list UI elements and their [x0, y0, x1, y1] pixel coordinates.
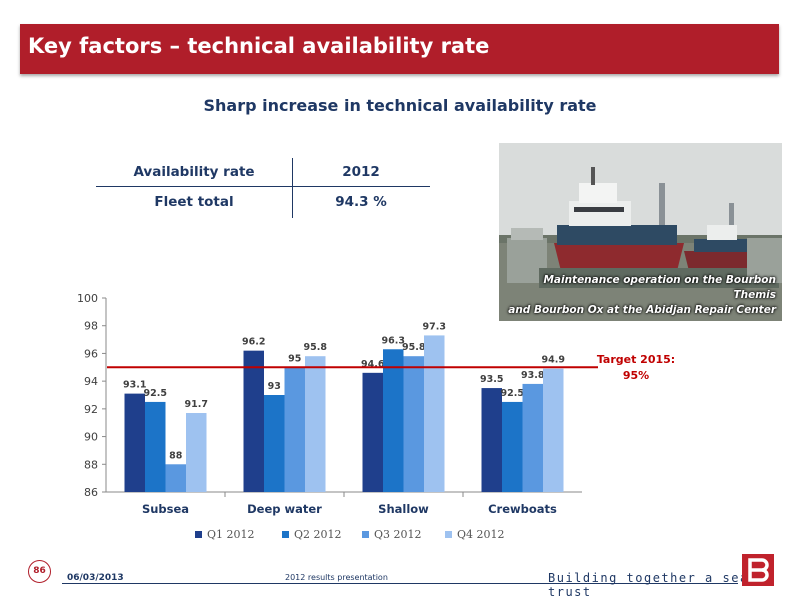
table-column-divider — [292, 158, 293, 218]
x-category-label: Subsea — [142, 502, 189, 516]
bar — [145, 401, 166, 492]
bar — [124, 393, 145, 492]
bar — [305, 356, 326, 492]
bar-data-label: 96.3 — [382, 335, 405, 346]
bar — [165, 464, 186, 492]
footer-tagline: Building together a sea of trust — [548, 571, 775, 599]
title-bar: Key factors – technical availability rat… — [20, 24, 779, 74]
bar-data-label: 92.5 — [144, 388, 167, 399]
y-tick-label: 98 — [84, 320, 98, 333]
bar-data-label: 93.1 — [123, 380, 146, 391]
bar-data-label: 94.6 — [361, 359, 385, 370]
table-row-label: Fleet total — [154, 194, 234, 210]
bar — [522, 383, 543, 492]
bar-data-label: 93 — [268, 381, 281, 392]
target-label-line-2: 95% — [622, 369, 650, 382]
photo-caption-line-2: and Bourbon Ox at the Abidjan Repair Cen… — [508, 304, 776, 316]
bar-data-label: 95 — [288, 353, 301, 364]
target-label-line-1: Target 2015: — [596, 353, 676, 366]
page-title: Key factors – technical availability rat… — [28, 34, 490, 58]
x-category-label: Deep water — [247, 502, 322, 516]
table-row-value: 94.3 % — [335, 194, 387, 210]
bar — [424, 335, 445, 492]
bar — [243, 350, 264, 492]
bar-data-label: 96.2 — [242, 337, 265, 348]
y-tick-label: 96 — [84, 347, 98, 360]
legend-label: Q2 2012 — [294, 528, 342, 541]
ship-photo: Maintenance operation on the Bourbon The… — [499, 143, 782, 321]
bar-data-label: 95.8 — [402, 342, 426, 353]
y-tick-label: 100 — [77, 292, 98, 305]
bar-data-label: 88 — [169, 450, 183, 461]
bar-data-label: 91.7 — [185, 399, 208, 410]
table-header-year: 2012 — [342, 164, 380, 180]
bar-data-label: 94.9 — [542, 355, 565, 366]
photo-caption: Maintenance operation on the Bourbon The… — [499, 273, 776, 318]
legend-label: Q1 2012 — [207, 528, 255, 541]
legend-label: Q4 2012 — [457, 528, 505, 541]
bar — [284, 367, 305, 492]
bar — [502, 401, 523, 492]
ship-illustration — [499, 143, 782, 321]
bar — [403, 356, 424, 492]
page-number-badge: 86 — [28, 560, 51, 583]
availability-table: Availability rate 2012 Fleet total 94.3 … — [96, 158, 430, 218]
bar-data-label: 95.8 — [304, 342, 328, 353]
footer-presentation-title: 2012 results presentation — [285, 573, 388, 582]
photo-caption-line-1: Maintenance operation on the Bourbon The… — [543, 274, 776, 301]
legend-swatch — [195, 531, 202, 538]
logo-b-icon — [748, 558, 769, 582]
y-tick-label: 94 — [84, 375, 98, 388]
legend-swatch — [282, 531, 289, 538]
footer-date: 06/03/2013 — [67, 573, 124, 583]
bar-data-label: 93.8 — [521, 370, 545, 381]
y-tick-label: 88 — [84, 458, 98, 471]
table-header-label: Availability rate — [133, 164, 255, 180]
bar-data-label: 93.5 — [480, 374, 503, 385]
target-label: Target 2015: 95% — [596, 352, 676, 384]
chart-subtitle: Sharp increase in technical availability… — [203, 96, 597, 115]
table-divider — [96, 186, 430, 187]
x-category-label: Shallow — [378, 502, 429, 516]
x-category-label: Crewboats — [488, 502, 557, 516]
legend-swatch — [362, 531, 369, 538]
legend-swatch — [445, 531, 452, 538]
bar — [186, 413, 207, 492]
y-tick-label: 92 — [84, 403, 98, 416]
bar — [362, 372, 383, 492]
bourbon-logo — [742, 554, 774, 586]
bar — [543, 368, 564, 492]
bar — [481, 388, 502, 492]
bar — [383, 349, 404, 492]
bar — [264, 395, 285, 492]
legend-label: Q3 2012 — [374, 528, 422, 541]
bar-data-label: 97.3 — [423, 321, 446, 332]
y-tick-label: 90 — [84, 431, 98, 444]
y-tick-label: 86 — [84, 486, 98, 499]
footer-divider — [62, 583, 738, 584]
bar-data-label: 92.5 — [501, 388, 524, 399]
